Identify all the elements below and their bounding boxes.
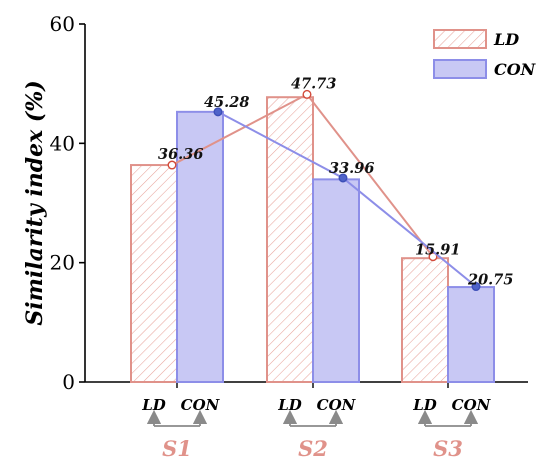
bar-con: [312, 178, 360, 383]
plot-area: 0 20 40 60 Similarity index (%) 36.36 47.73 15.…: [22, 12, 537, 461]
group-label: S2: [298, 436, 328, 461]
group-bar-label-con: CON: [181, 396, 221, 414]
legend-label-con: CON: [494, 60, 537, 79]
group-bar-label-con: CON: [317, 396, 357, 414]
group-bar-label-ld: LD: [412, 396, 437, 414]
group-label: S1: [162, 436, 192, 461]
legend-swatch-con: [433, 59, 487, 79]
point-con: [213, 107, 223, 117]
data-label-con: 33.96: [329, 160, 374, 177]
data-label-ld: 47.73: [291, 75, 336, 92]
y-axis-label: Similarity index (%): [22, 80, 48, 325]
point-ld: [428, 252, 438, 262]
bar-con: [176, 110, 224, 383]
legend-label-ld: LD: [493, 30, 519, 49]
bar-con: [447, 286, 495, 384]
group-label: S3: [433, 436, 463, 461]
point-con: [471, 282, 481, 292]
data-label-con: 20.75: [467, 272, 513, 289]
data-label-ld: 15.91: [415, 242, 460, 259]
bar-ld: [130, 164, 178, 383]
data-label-ld: 36.36: [158, 146, 203, 163]
group-bar-label-ld: LD: [277, 396, 302, 414]
bar-ld: [401, 257, 449, 384]
y-tick-label: 20: [50, 251, 75, 275]
bar-ld: [266, 96, 314, 383]
group-bar-label-con: CON: [452, 396, 492, 414]
y-tick-label: 0: [62, 370, 75, 394]
legend-swatch-ld: [433, 29, 487, 49]
y-tick-label: 40: [50, 131, 75, 155]
group-bar-label-ld: LD: [141, 396, 166, 414]
point-ld: [167, 160, 177, 170]
data-label-con: 45.28: [204, 94, 249, 111]
y-tick-label: 60: [50, 12, 75, 36]
point-con: [338, 173, 348, 183]
point-ld: [302, 89, 312, 99]
